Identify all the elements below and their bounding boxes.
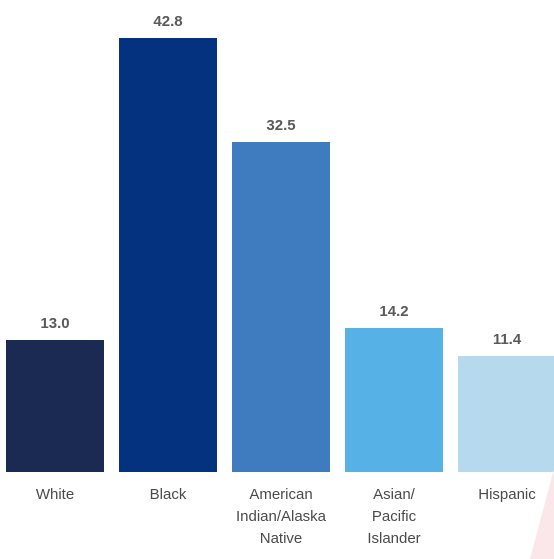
category-label-1: Black [149,486,187,503]
bar-3 [345,328,443,472]
bar-4 [458,356,554,472]
category-label-0: White [35,486,75,503]
category-label-3: Asian/ Pacific Islander [367,486,421,547]
corner-accent [530,469,554,559]
bar-2 [232,142,330,472]
value-label-2: 32.5 [266,117,296,135]
value-label-4: 11.4 [492,331,522,349]
value-label-1: 42.8 [153,13,183,30]
bar-0 [6,340,104,472]
category-label-2: American Indian/Alaska Native [235,486,327,547]
category-label-4: Hispanic [478,486,536,503]
value-label-0: 13.0 [40,315,70,333]
value-label-3: 14.2 [379,303,409,320]
bar-1 [119,38,217,472]
